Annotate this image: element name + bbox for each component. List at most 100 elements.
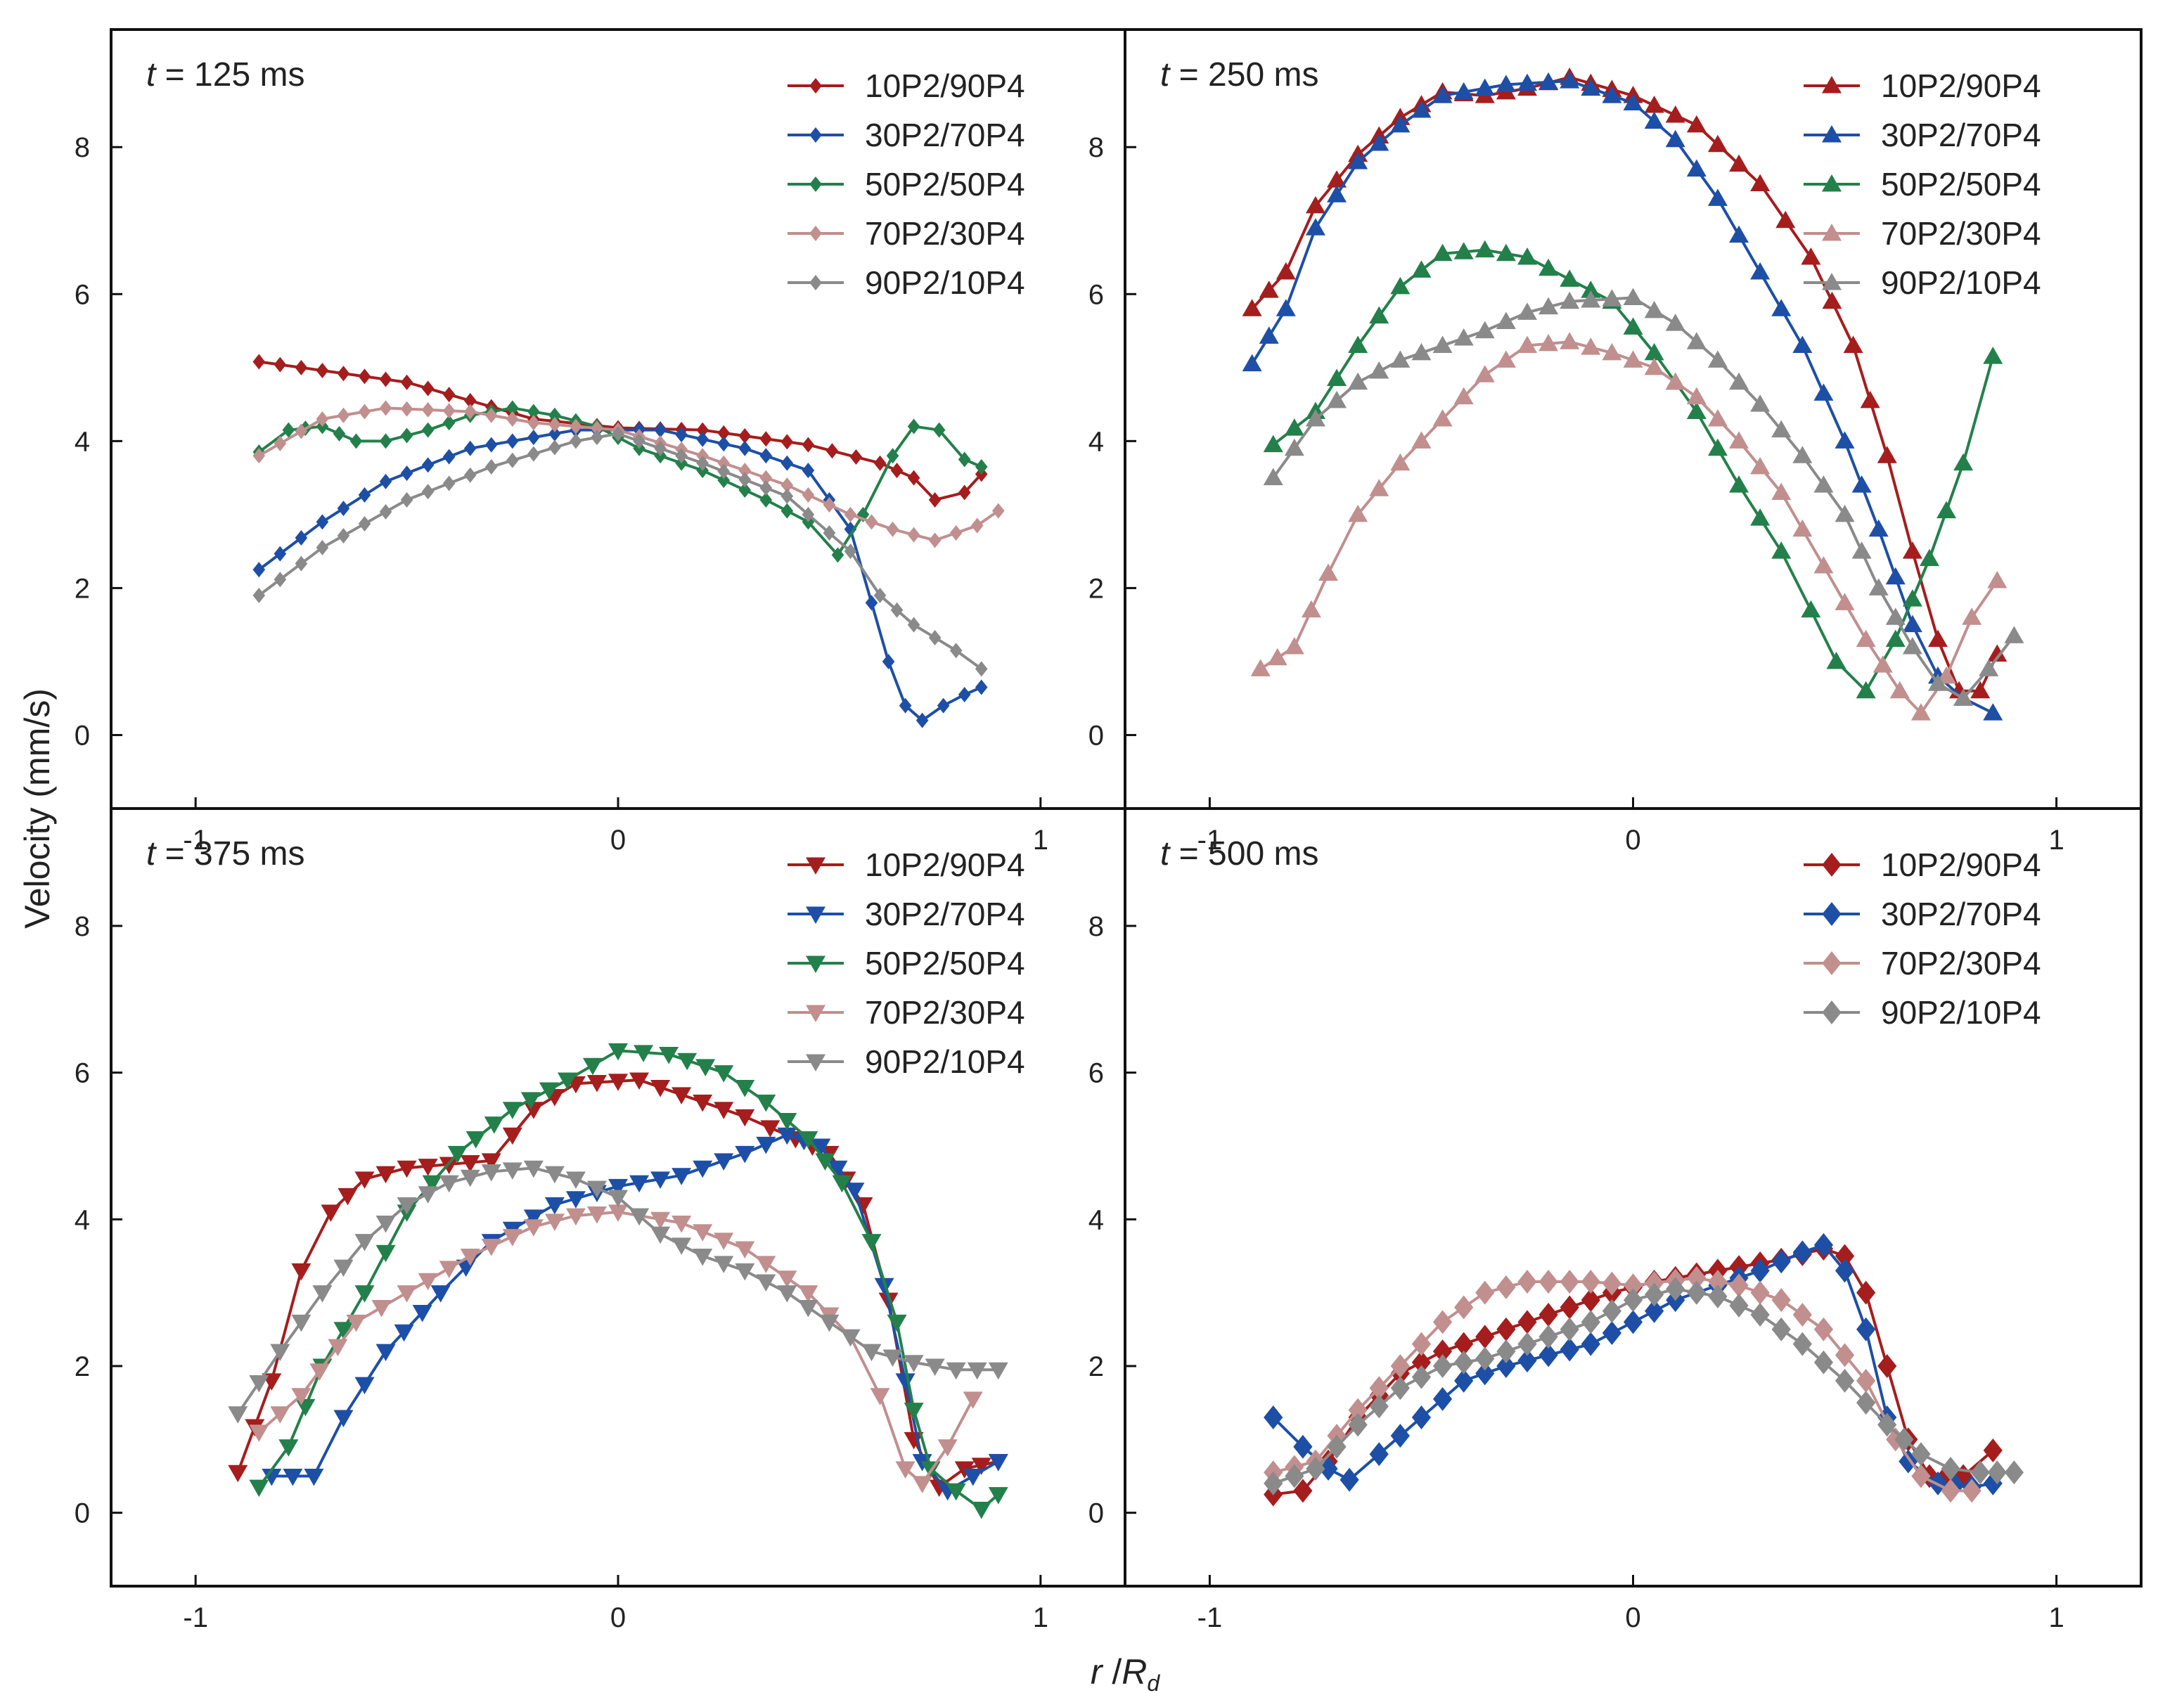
data-point-90P2/10P4	[759, 479, 773, 496]
data-point-10P2/90P4	[439, 1157, 459, 1175]
data-point-30P2/70P4	[333, 1410, 354, 1428]
data-point-10P2/90P4	[397, 1160, 417, 1178]
data-point-70P2/30P4	[714, 1232, 734, 1250]
data-point-70P2/30P4	[1318, 563, 1338, 581]
data-point-30P2/70P4	[1581, 1332, 1600, 1356]
data-point-70P2/30P4	[1432, 1310, 1453, 1334]
data-point-70P2/30P4	[442, 403, 456, 419]
data-point-90P2/10P4	[1707, 350, 1728, 368]
data-point-90P2/10P4	[925, 1358, 945, 1376]
data-point-10P2/90P4	[1496, 1317, 1516, 1341]
legend-label-30P2/70P4: 30P2/70P4	[865, 896, 1025, 932]
data-point-30P2/70P4	[1602, 1321, 1621, 1346]
data-point-50P2/50P4	[971, 1501, 991, 1519]
data-point-30P2/70P4	[358, 487, 371, 503]
data-point-90P2/10P4	[502, 1162, 522, 1180]
panels: -1 0 1 0 2 4 6 8 t = 125 ms 10P2/90P4 30P2/70P4 50P…	[75, 28, 2143, 1633]
data-point-30P2/70P4	[1581, 78, 1601, 96]
panel-top-left-xtick-label: -1	[183, 825, 208, 856]
data-point-90P2/10P4	[1877, 1412, 1897, 1437]
panel-top-right-ytick-label: 2	[1088, 573, 1104, 604]
legend-label-90P2/10P4: 90P2/10P4	[1881, 994, 2041, 1031]
data-point-10P2/90P4	[904, 1431, 924, 1450]
data-point-90P2/10P4	[1475, 1346, 1495, 1371]
data-point-50P2/50P4	[278, 1439, 299, 1457]
series-line-50P2/50P4	[258, 406, 982, 557]
data-point-90P2/10P4	[1835, 1368, 1855, 1393]
data-point-30P2/70P4	[394, 1324, 414, 1342]
data-point-50P2/50P4	[781, 503, 794, 519]
data-point-90P2/10P4	[1453, 328, 1474, 346]
data-point-90P2/10P4	[274, 572, 287, 588]
data-point-50P2/50P4	[958, 451, 971, 468]
data-point-70P2/30P4	[1348, 504, 1368, 522]
data-point-30P2/70P4	[565, 1191, 586, 1209]
data-point-30P2/70P4	[375, 1344, 396, 1362]
data-point-10P2/90P4	[463, 392, 477, 408]
data-point-70P2/30P4	[1911, 1464, 1931, 1488]
legend-label-30P2/70P4: 30P2/70P4	[865, 117, 1025, 153]
legend-marker-50P2/50P4	[809, 176, 822, 192]
time-variable: t	[1160, 835, 1171, 873]
data-point-30P2/70P4	[1348, 152, 1368, 169]
data-point-90P2/10P4	[696, 455, 709, 471]
legend-label-90P2/10P4: 90P2/10P4	[865, 1043, 1025, 1080]
data-point-70P2/30P4	[1623, 350, 1643, 368]
series-70P2/30P4	[249, 1204, 983, 1493]
data-point-30P2/70P4	[421, 457, 435, 473]
data-point-90P2/10P4	[586, 1180, 607, 1198]
data-point-90P2/10P4	[1792, 446, 1813, 463]
data-point-10P2/90P4	[738, 428, 752, 444]
data-point-30P2/70P4	[1369, 134, 1389, 151]
data-point-50P2/50P4	[1623, 317, 1643, 335]
data-point-30P2/70P4	[1792, 1240, 1812, 1265]
panel-bottom-left-time-label: t = 375 ms	[146, 835, 304, 873]
data-point-50P2/50P4	[1453, 242, 1474, 259]
data-point-90P2/10P4	[1666, 1277, 1685, 1301]
panel-bottom-left: -1 0 1 0 2 4 6 8 t = 375 ms 10P2/90P4 30P2/70P4 50P…	[75, 807, 1126, 1633]
data-point-70P2/30P4	[608, 1204, 628, 1222]
data-point-90P2/10P4	[629, 1208, 650, 1226]
data-point-90P2/10P4	[928, 629, 942, 645]
data-point-30P2/70P4	[1686, 159, 1707, 177]
data-point-10P2/90P4	[460, 1154, 480, 1173]
data-point-30P2/70P4	[316, 514, 329, 530]
data-point-70P2/30P4	[1813, 556, 1834, 574]
data-point-30P2/70P4	[506, 433, 519, 449]
data-point-50P2/50P4	[1902, 589, 1922, 607]
data-point-50P2/50P4	[548, 407, 561, 423]
data-point-10P2/90P4	[1856, 1280, 1876, 1305]
data-point-70P2/30P4	[798, 1285, 818, 1303]
data-point-10P2/90P4	[1644, 96, 1664, 113]
panel-top-left-ytick-label: 6	[75, 279, 90, 310]
data-point-90P2/10P4	[608, 1190, 628, 1207]
data-point-50P2/50P4	[634, 1045, 654, 1062]
data-point-70P2/30P4	[1432, 409, 1453, 427]
data-point-90P2/10P4	[777, 1285, 797, 1303]
data-point-90P2/10P4	[1432, 1353, 1453, 1378]
data-point-70P2/30P4	[1390, 453, 1411, 471]
data-point-30P2/70P4	[1369, 1442, 1389, 1467]
data-point-10P2/90P4	[1902, 541, 1922, 559]
data-point-90P2/10P4	[1729, 1293, 1749, 1318]
panel-bottom-right-ytick-label: 0	[1088, 1498, 1104, 1529]
data-point-50P2/50P4	[695, 1059, 716, 1076]
data-point-70P2/30P4	[358, 404, 371, 420]
data-point-50P2/50P4	[1581, 281, 1601, 298]
panel-bottom-right-legend: 10P2/90P4 30P2/70P4 70P2/30P4 90P2/10P4	[1804, 846, 2041, 1031]
data-point-90P2/10P4	[904, 1355, 924, 1372]
legend-label-30P2/70P4: 30P2/70P4	[1881, 896, 2041, 932]
data-point-90P2/10P4	[988, 1362, 1008, 1380]
panel-top-right-ytick-label: 6	[1088, 279, 1104, 310]
panel-bottom-left-ytick-label: 0	[75, 1498, 90, 1529]
data-point-50P2/50P4	[1284, 418, 1304, 436]
data-point-90P2/10P4	[650, 1226, 671, 1244]
data-point-30P2/70P4	[1560, 1337, 1579, 1362]
data-point-30P2/70P4	[735, 1145, 755, 1164]
data-point-30P2/70P4	[1517, 1348, 1537, 1373]
data-point-90P2/10P4	[1686, 332, 1707, 349]
data-point-70P2/30P4	[1602, 1271, 1621, 1296]
data-point-90P2/10P4	[337, 527, 350, 543]
data-point-70P2/30P4	[586, 1206, 607, 1224]
data-point-10P2/90P4	[1775, 210, 1796, 228]
